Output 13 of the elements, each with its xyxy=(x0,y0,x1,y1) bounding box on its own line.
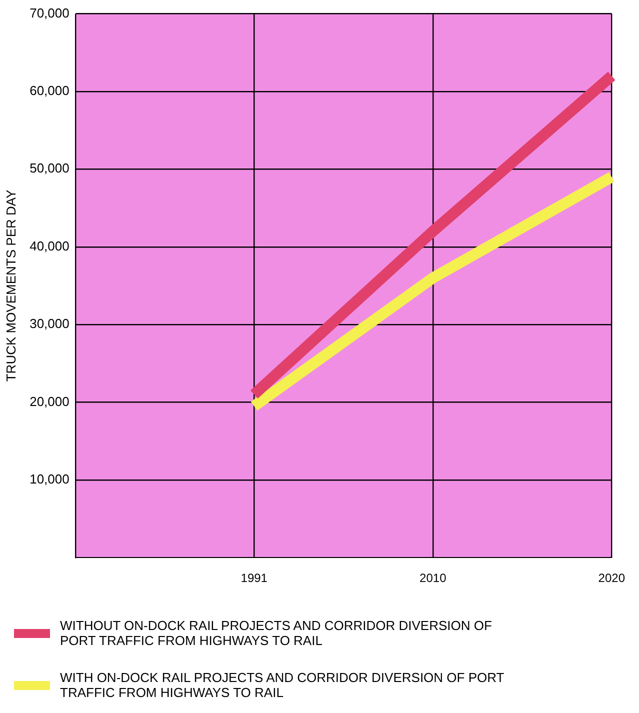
x-tick-label: 2010 xyxy=(420,571,447,586)
y-tick-label: 30,000 xyxy=(30,316,70,332)
y-tick-label: 70,000 xyxy=(30,5,70,20)
y-tick-label: 60,000 xyxy=(30,83,70,98)
y-tick-label: 50,000 xyxy=(30,160,70,176)
legend-label: WITH ON-DOCK RAIL PROJECTS AND CORRIDOR DIVERSION OF PORT TRAFFIC FROM HIGHWAYS TO RAIL xyxy=(60,670,505,700)
y-axis-title: TRUCK MOVEMENTS PER DAY xyxy=(3,189,18,382)
x-tick-label: 2020 xyxy=(598,571,626,586)
y-tick-label: 10,000 xyxy=(30,471,70,486)
x-tick-label: 1991 xyxy=(240,571,268,586)
legend-label: WITHOUT ON-DOCK RAIL PROJECTS AND CORRIDOR DIVERSION OF PORT TRAFFIC FROM HIGHWAYS TO RAIL xyxy=(60,618,493,648)
y-tick-label: 40,000 xyxy=(30,238,70,254)
y-tick-label: 20,000 xyxy=(30,394,70,409)
